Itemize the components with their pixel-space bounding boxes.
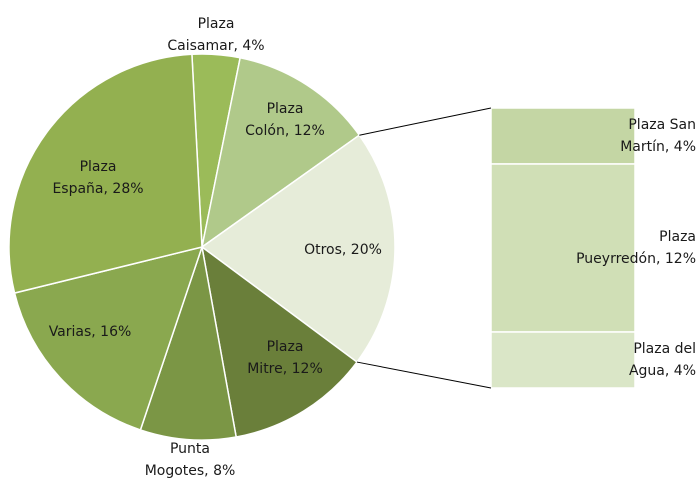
pie-slice xyxy=(8,53,203,294)
data-label: Plaza del Agua, 4% xyxy=(629,341,696,379)
data-label: Plaza San Martín, 4% xyxy=(620,117,696,155)
bar-segment xyxy=(490,107,636,165)
data-label: Plaza Caisamar, 4% xyxy=(167,16,264,54)
data-label: Plaza Pueyrredón, 12% xyxy=(576,229,696,267)
data-label: Punta Mogotes, 8% xyxy=(145,441,236,479)
pie-slice xyxy=(200,134,396,364)
pie-slice xyxy=(139,246,238,441)
data-label: Plaza Colón, 12% xyxy=(245,101,325,139)
data-label: Otros, 20% xyxy=(304,242,382,258)
pie-slice xyxy=(200,245,358,438)
pie-slice xyxy=(13,245,204,431)
bar-segment xyxy=(490,163,636,333)
connector-line xyxy=(359,107,492,136)
data-label: Plaza Mitre, 12% xyxy=(247,339,323,377)
connector-line xyxy=(356,361,492,389)
bar-segment xyxy=(490,331,636,389)
pie-slice xyxy=(200,56,361,249)
data-label: Varias, 16% xyxy=(49,324,132,340)
data-label: Plaza España, 28% xyxy=(52,159,143,197)
